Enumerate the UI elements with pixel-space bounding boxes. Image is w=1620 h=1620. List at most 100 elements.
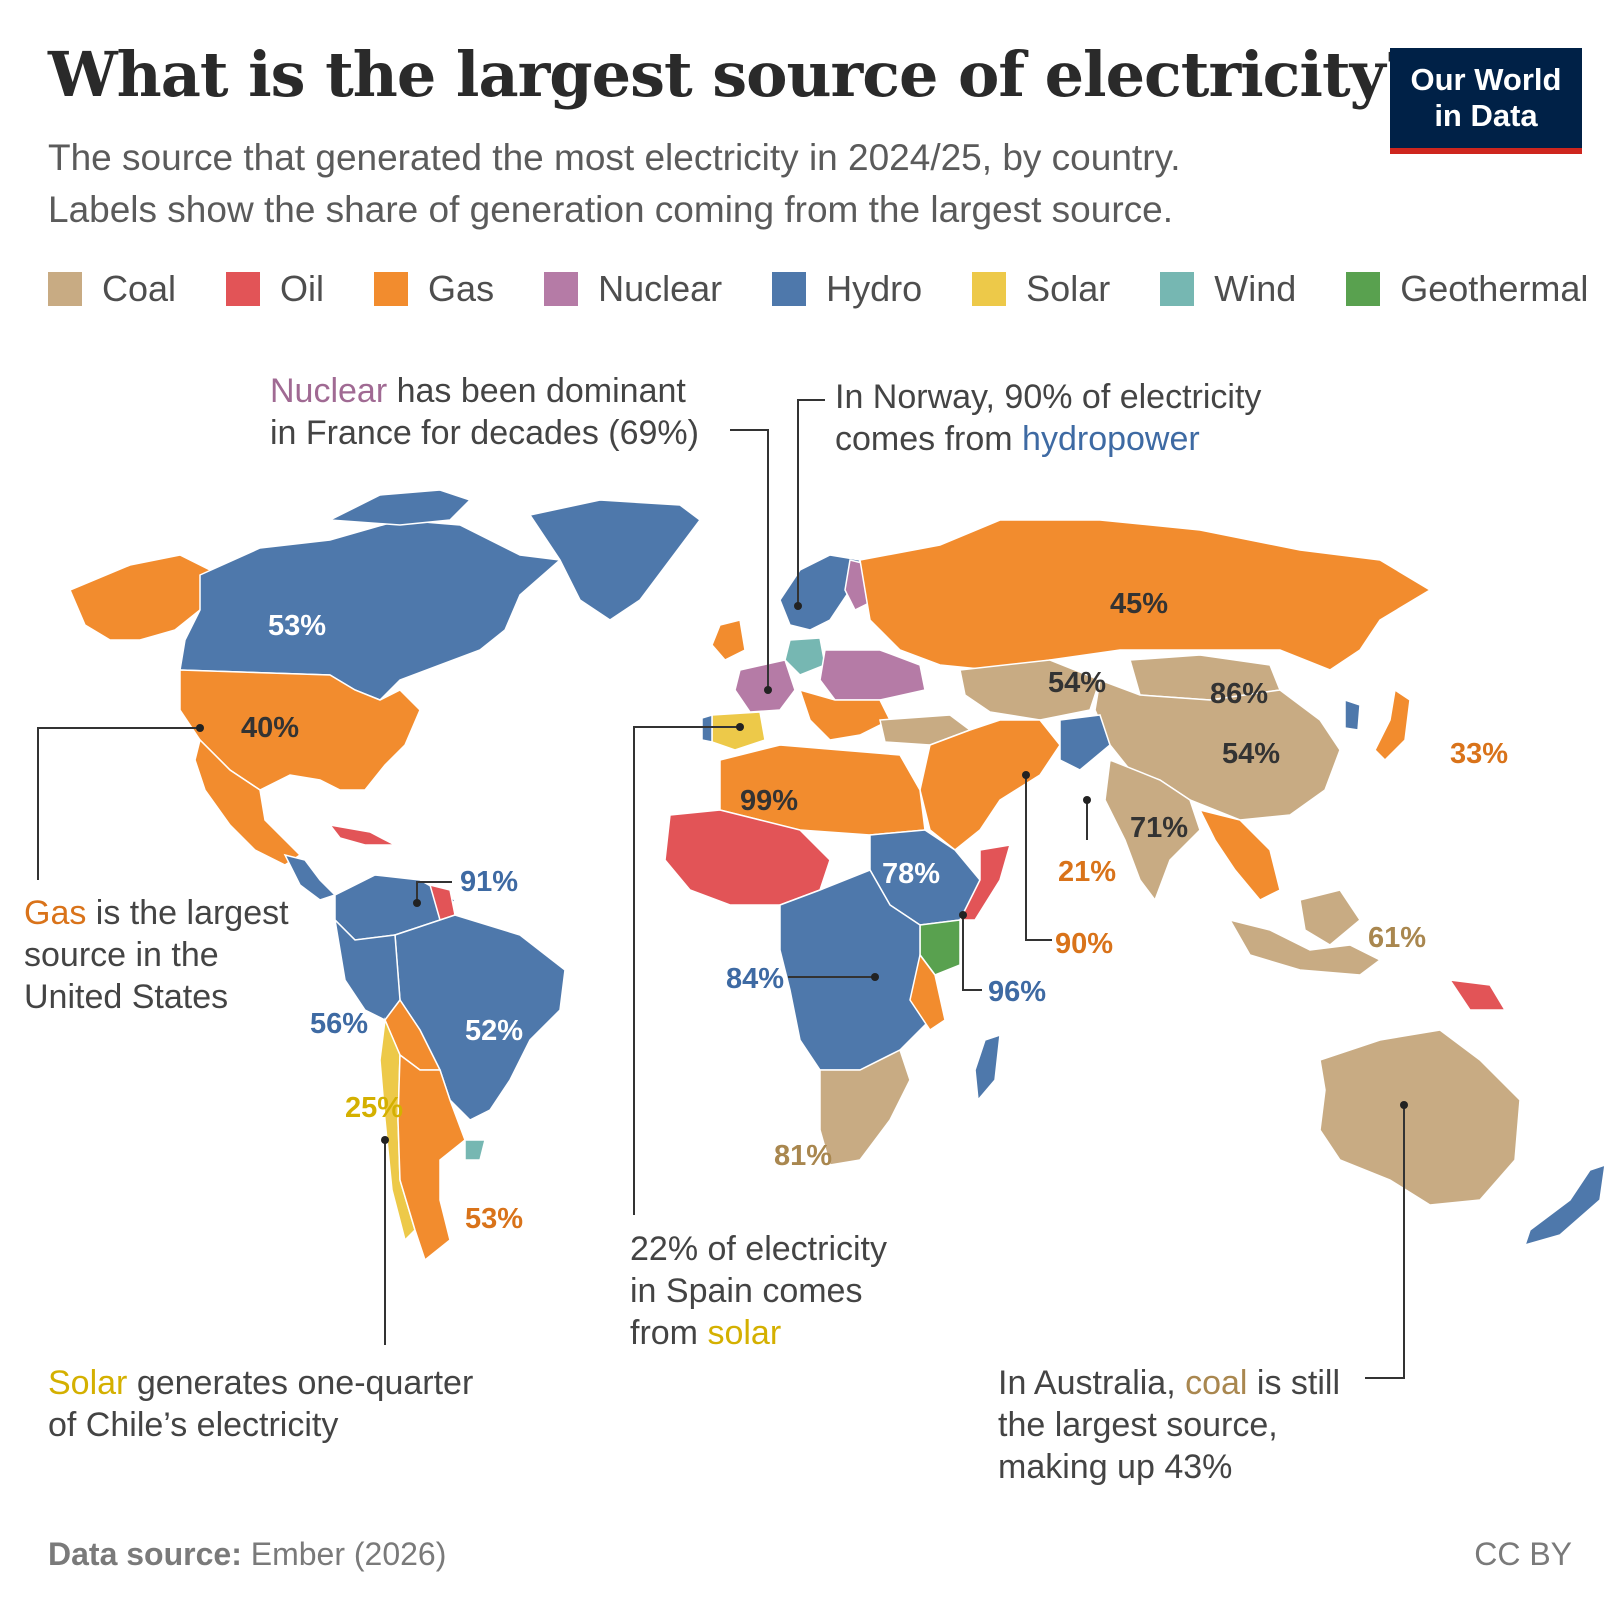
region-madagascar[interactable] <box>974 1033 1001 1102</box>
label-venezuela: 91% <box>460 866 519 898</box>
label-pakistan: 21% <box>1058 856 1117 888</box>
annotation-norway: In Norway, 90% of electricity comes from… <box>835 376 1261 460</box>
chart-title: What is the largest source of electricit… <box>48 38 1421 111</box>
leader-australia <box>1365 1105 1405 1379</box>
leader-venezuela <box>416 881 452 903</box>
region-uk[interactable] <box>711 619 746 661</box>
data-source-value[interactable]: Ember (2026) <box>241 1536 447 1572</box>
leader-iran <box>1025 775 1052 941</box>
region-tanzania[interactable] <box>909 953 946 1032</box>
region-afghanistan[interactable] <box>1059 714 1111 771</box>
region-southeast-asia[interactable] <box>1198 808 1281 901</box>
region-somalia[interactable] <box>958 844 1012 921</box>
annotation-chile-highlight: Solar <box>48 1364 128 1402</box>
legend-item-geothermal: Geothermal <box>1346 268 1588 310</box>
region-arctic-islands[interactable] <box>327 489 472 526</box>
license[interactable]: CC BY <box>1474 1536 1572 1572</box>
label-algeria: 99% <box>740 785 799 817</box>
annotation-usa-line-3: United States <box>24 978 229 1016</box>
annotation-chile-line-2: of Chile’s electricity <box>48 1406 339 1444</box>
label-chile: 25% <box>345 1092 404 1124</box>
legend-label-coal: Coal <box>102 268 177 309</box>
region-china[interactable] <box>1094 678 1341 821</box>
annotation-norway-line-2: comes from hydropower <box>835 418 1261 460</box>
leader-kenya <box>962 915 982 991</box>
annotation-australia-line-2: the largest source, <box>998 1406 1278 1444</box>
region-papua-new-guinea[interactable] <box>1448 979 1507 1011</box>
dot-france <box>764 686 772 694</box>
region-spain[interactable] <box>711 711 766 751</box>
dot-venezuela <box>413 899 421 907</box>
dot-usa <box>196 724 204 732</box>
region-alaska[interactable] <box>69 554 211 641</box>
region-italy-balkans[interactable] <box>798 688 892 741</box>
legend-label-nuclear: Nuclear <box>598 268 723 309</box>
dot-australia <box>1400 1101 1408 1109</box>
annotation-france-text-1: has been dominant <box>387 372 686 410</box>
region-indonesia[interactable] <box>1228 918 1382 976</box>
region-southern-africa[interactable] <box>819 1048 911 1166</box>
legend-swatch-wind <box>1160 272 1195 306</box>
legend-label-hydro: Hydro <box>826 268 923 309</box>
region-borneo[interactable] <box>1299 889 1361 946</box>
region-france[interactable] <box>734 659 796 713</box>
legend-item-solar: Solar <box>972 268 1110 310</box>
annotation-australia-highlight: coal <box>1185 1364 1248 1402</box>
region-middle-east[interactable] <box>919 719 1061 851</box>
label-brazil: 52% <box>465 1015 524 1047</box>
leader-france <box>730 429 769 690</box>
region-japan[interactable] <box>1374 688 1411 762</box>
legend-label-solar: Solar <box>1026 268 1111 309</box>
label-china: 54% <box>1222 738 1281 770</box>
region-new-zealand[interactable] <box>1523 1163 1606 1247</box>
dot-chile <box>381 1136 389 1144</box>
label-colombia-peru: 56% <box>310 1008 369 1040</box>
legend-swatch-coal <box>48 272 82 306</box>
region-korea[interactable] <box>1344 698 1361 731</box>
region-eastern-europe[interactable] <box>819 649 926 701</box>
region-central-america[interactable] <box>283 853 337 901</box>
annotation-france-line-1: Nuclear has been dominant <box>270 370 699 412</box>
region-cuba[interactable] <box>328 823 396 846</box>
annotation-france-highlight: Nuclear <box>270 372 388 410</box>
label-canada: 53% <box>268 610 327 642</box>
annotation-chile-line-1: Solar generates one-quarter <box>48 1362 473 1404</box>
region-australia[interactable] <box>1319 1029 1521 1206</box>
owid-logo[interactable]: Our World in Data <box>1390 48 1582 154</box>
annotation-norway-text-2: comes from <box>835 420 1023 458</box>
label-iran: 90% <box>1055 928 1114 960</box>
region-india[interactable] <box>1104 758 1201 902</box>
label-indonesia: 61% <box>1368 922 1427 954</box>
legend-label-gas: Gas <box>428 268 495 309</box>
annotation-spain-text-3: from <box>630 1314 708 1352</box>
legend-label-wind: Wind <box>1214 268 1297 309</box>
annotation-usa-line-1: Gas is the largest <box>24 892 289 934</box>
region-germany[interactable] <box>784 637 826 676</box>
region-greenland[interactable] <box>528 499 702 621</box>
region-kazakhstan[interactable] <box>959 659 1101 721</box>
legend-item-coal: Coal <box>48 268 176 310</box>
region-argentina[interactable] <box>397 1053 466 1262</box>
label-kenya: 96% <box>988 976 1047 1008</box>
subtitle-line-2: Labels show the share of generation comi… <box>48 189 1174 230</box>
label-mongolia: 86% <box>1210 678 1269 710</box>
data-source-label: Data source: <box>48 1536 242 1572</box>
chart-subtitle: The source that generated the most elect… <box>48 132 1181 236</box>
subtitle-line-1: The source that generated the most elect… <box>48 137 1181 178</box>
annotation-france: Nuclear has been dominant in France for … <box>270 370 699 454</box>
annotation-australia: In Australia, coal is still the largest … <box>998 1362 1340 1488</box>
annotation-spain-highlight: solar <box>707 1314 782 1352</box>
region-portugal[interactable] <box>701 713 713 743</box>
annotation-norway-line-1: In Norway, 90% of electricity <box>835 378 1262 416</box>
dot-norway <box>794 602 802 610</box>
logo-line-1: Our World <box>1410 62 1562 97</box>
dot-kenya <box>959 911 967 919</box>
annotation-chile-text-1: generates one-quarter <box>127 1364 474 1402</box>
annotation-australia-text-1b: is still <box>1247 1364 1341 1402</box>
legend-item-oil: Oil <box>226 268 324 310</box>
annotation-norway-highlight: hydropower <box>1022 420 1200 458</box>
label-drc: 84% <box>726 963 785 995</box>
region-russia[interactable] <box>859 519 1432 671</box>
region-uruguay[interactable] <box>464 1139 486 1161</box>
